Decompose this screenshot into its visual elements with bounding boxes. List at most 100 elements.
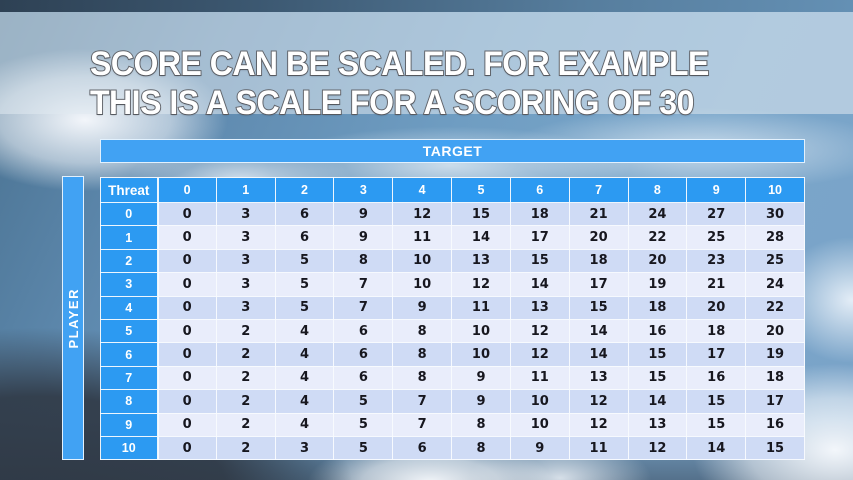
cell-10-3: 5 <box>333 435 394 461</box>
cell-1-7: 20 <box>568 225 629 250</box>
cell-6-10: 19 <box>745 342 805 367</box>
cell-8-7: 12 <box>568 389 629 414</box>
table-row-8: 8 0 2 4 5 7 9 10 12 14 15 17 <box>100 389 805 414</box>
cell-4-8: 18 <box>627 295 688 320</box>
title-line-2: THIS IS A SCALE FOR A SCORING OF 30 <box>89 83 695 123</box>
cell-9-5: 8 <box>451 412 511 437</box>
cell-2-0: 0 <box>157 248 217 274</box>
cell-1-3: 9 <box>333 225 394 250</box>
cell-6-6: 12 <box>509 342 570 367</box>
cell-6-1: 2 <box>215 342 276 367</box>
cell-4-5: 11 <box>451 295 511 320</box>
cell-3-9: 21 <box>686 272 747 297</box>
col-header-2: 2 <box>274 177 335 203</box>
cell-10-10: 15 <box>745 435 805 461</box>
target-label: TARGET <box>422 143 483 159</box>
cell-9-9: 15 <box>686 412 747 437</box>
cell-5-10: 20 <box>745 318 805 344</box>
cell-5-4: 8 <box>392 318 453 344</box>
cell-10-8: 12 <box>627 435 688 461</box>
cell-1-4: 11 <box>392 225 453 250</box>
cell-0-7: 21 <box>568 201 629 227</box>
header-row: Threat 0 1 2 3 4 5 6 7 8 9 10 <box>100 177 805 203</box>
cell-2-7: 18 <box>568 248 629 274</box>
cell-8-4: 7 <box>392 389 453 414</box>
cell-6-4: 8 <box>392 342 453 367</box>
table-row-6: 6 0 2 4 6 8 10 12 14 15 17 19 <box>100 342 805 367</box>
cell-10-6: 9 <box>509 435 570 461</box>
cell-1-9: 25 <box>686 225 747 250</box>
cell-4-0: 0 <box>157 295 217 320</box>
cell-3-7: 17 <box>568 272 629 297</box>
cell-6-0: 0 <box>157 342 217 367</box>
cell-6-8: 15 <box>627 342 688 367</box>
row-header-8: 8 <box>100 389 159 414</box>
cell-10-2: 3 <box>274 435 335 461</box>
cell-8-1: 2 <box>215 389 276 414</box>
cell-7-7: 13 <box>568 365 629 391</box>
cell-9-10: 16 <box>745 412 805 437</box>
col-header-1: 1 <box>215 177 276 203</box>
cell-2-5: 13 <box>451 248 511 274</box>
cell-4-9: 20 <box>686 295 747 320</box>
cell-8-10: 17 <box>745 389 805 414</box>
cell-2-2: 5 <box>274 248 335 274</box>
cell-9-6: 10 <box>509 412 570 437</box>
cell-2-6: 15 <box>509 248 570 274</box>
cell-10-5: 8 <box>451 435 511 461</box>
cell-9-2: 4 <box>274 412 335 437</box>
cell-7-5: 9 <box>451 365 511 391</box>
cell-3-6: 14 <box>509 272 570 297</box>
cell-5-9: 18 <box>686 318 747 344</box>
cell-2-3: 8 <box>333 248 394 274</box>
cell-7-4: 8 <box>392 365 453 391</box>
title-line-1: SCORE CAN BE SCALED. FOR EXAMPLE <box>89 44 710 84</box>
table-row-10: 10 0 2 3 5 6 8 9 11 12 14 15 <box>100 435 805 461</box>
cell-8-0: 0 <box>157 389 217 414</box>
cell-0-9: 27 <box>686 201 747 227</box>
cell-10-4: 6 <box>392 435 453 461</box>
cell-6-5: 10 <box>451 342 511 367</box>
cell-5-6: 12 <box>509 318 570 344</box>
cell-7-1: 2 <box>215 365 276 391</box>
cell-4-7: 15 <box>568 295 629 320</box>
cell-5-2: 4 <box>274 318 335 344</box>
table-row-0: 0 0 3 6 9 12 15 18 21 24 27 30 <box>100 201 805 227</box>
cell-7-10: 18 <box>745 365 805 391</box>
cell-6-9: 17 <box>686 342 747 367</box>
col-header-8: 8 <box>627 177 688 203</box>
col-header-4: 4 <box>392 177 453 203</box>
cell-9-3: 5 <box>333 412 394 437</box>
cell-7-8: 15 <box>627 365 688 391</box>
col-header-10: 10 <box>745 177 805 203</box>
table-row-5: 5 0 2 4 6 8 10 12 14 16 18 20 <box>100 318 805 344</box>
col-header-9: 9 <box>686 177 747 203</box>
col-header-7: 7 <box>568 177 629 203</box>
cell-2-9: 23 <box>686 248 747 274</box>
cell-8-3: 5 <box>333 389 394 414</box>
cell-5-3: 6 <box>333 318 394 344</box>
cell-6-2: 4 <box>274 342 335 367</box>
cell-1-8: 22 <box>627 225 688 250</box>
row-header-3: 3 <box>100 272 159 297</box>
cell-10-7: 11 <box>568 435 629 461</box>
table-row-9: 9 0 2 4 5 7 8 10 12 13 15 16 <box>100 412 805 437</box>
col-header-3: 3 <box>333 177 394 203</box>
cell-0-6: 18 <box>509 201 570 227</box>
cell-5-0: 0 <box>157 318 217 344</box>
cell-1-2: 6 <box>274 225 335 250</box>
row-header-7: 7 <box>100 365 159 391</box>
cell-2-4: 10 <box>392 248 453 274</box>
table-row-4: 4 0 3 5 7 9 11 13 15 18 20 22 <box>100 295 805 320</box>
cell-1-1: 3 <box>215 225 276 250</box>
score-table-head: Threat 0 1 2 3 4 5 6 7 8 9 10 <box>100 177 805 203</box>
cell-4-2: 5 <box>274 295 335 320</box>
cell-1-5: 14 <box>451 225 511 250</box>
cell-0-5: 15 <box>451 201 511 227</box>
cell-8-5: 9 <box>451 389 511 414</box>
target-header-bar: TARGET <box>100 139 805 163</box>
col-header-0: 0 <box>157 177 217 203</box>
cell-8-6: 10 <box>509 389 570 414</box>
cell-0-3: 9 <box>333 201 394 227</box>
cell-2-1: 3 <box>215 248 276 274</box>
